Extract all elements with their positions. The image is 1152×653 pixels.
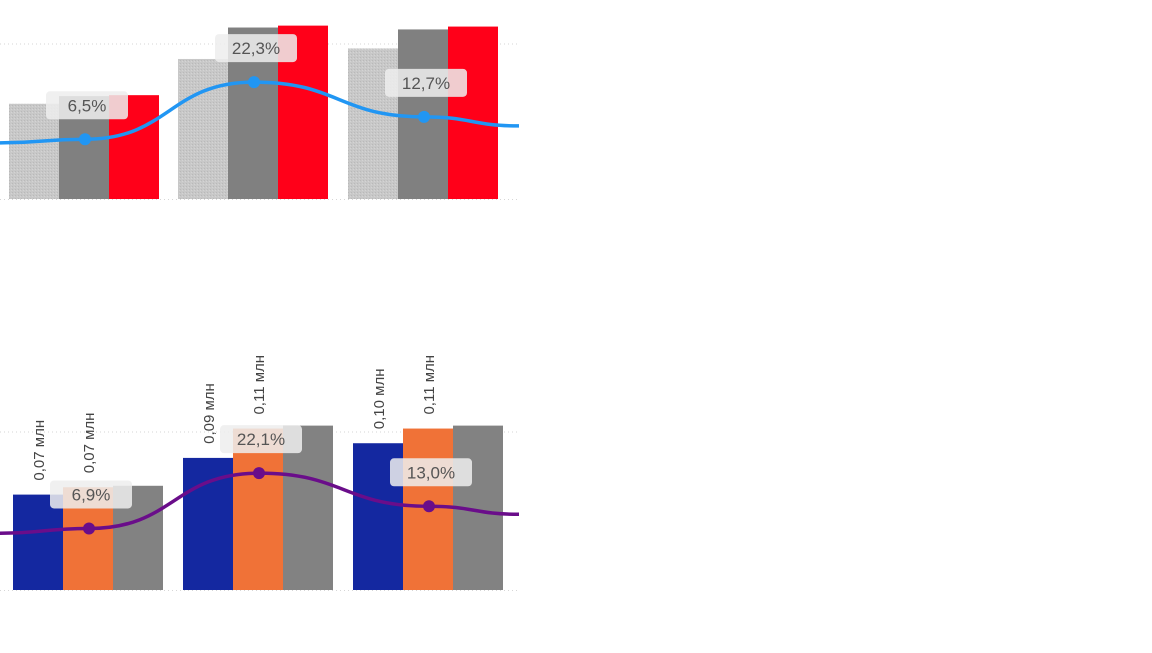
bar-value-label: 0,07 млн	[31, 420, 48, 481]
line-value-label: 6,5%	[68, 96, 107, 115]
bar-value-label: 0,09 млн	[201, 383, 218, 444]
bar	[9, 103, 59, 199]
line-label-box	[46, 91, 128, 120]
line-label-box	[215, 34, 297, 63]
line-point	[418, 110, 430, 123]
bar	[178, 58, 228, 199]
line-label-box	[220, 425, 302, 454]
top-chart: 6,5% 22,3% 12,7%	[0, 25, 520, 200]
bar-value-label: 0,11 млн	[251, 355, 268, 415]
line-label-box	[385, 68, 467, 97]
line-point	[423, 500, 435, 513]
line-point	[248, 76, 260, 89]
bar-value-label: 0,11 млн	[421, 355, 438, 415]
line-point	[79, 133, 91, 146]
line-point	[253, 467, 265, 480]
line-value-label: 12,7%	[402, 74, 450, 93]
bar-value-label: 0,07 млн	[81, 413, 98, 474]
line-value-label: 22,1%	[237, 430, 285, 449]
bar-value-label: 0,10 млн	[371, 369, 388, 430]
line-label-box	[50, 480, 132, 509]
bar	[13, 494, 63, 590]
bar	[183, 457, 233, 590]
line-label-box	[390, 458, 472, 487]
line-value-label: 13,0%	[407, 463, 455, 482]
bar	[448, 26, 498, 199]
bottom-chart: 0,07 млн 0,09 млн 0,10 млн 0,07 млн 0,11 млн…	[0, 355, 520, 591]
line-value-label: 22,3%	[232, 39, 280, 58]
bar	[233, 428, 283, 590]
line-point	[83, 522, 95, 535]
line-value-label: 6,9%	[72, 485, 111, 504]
